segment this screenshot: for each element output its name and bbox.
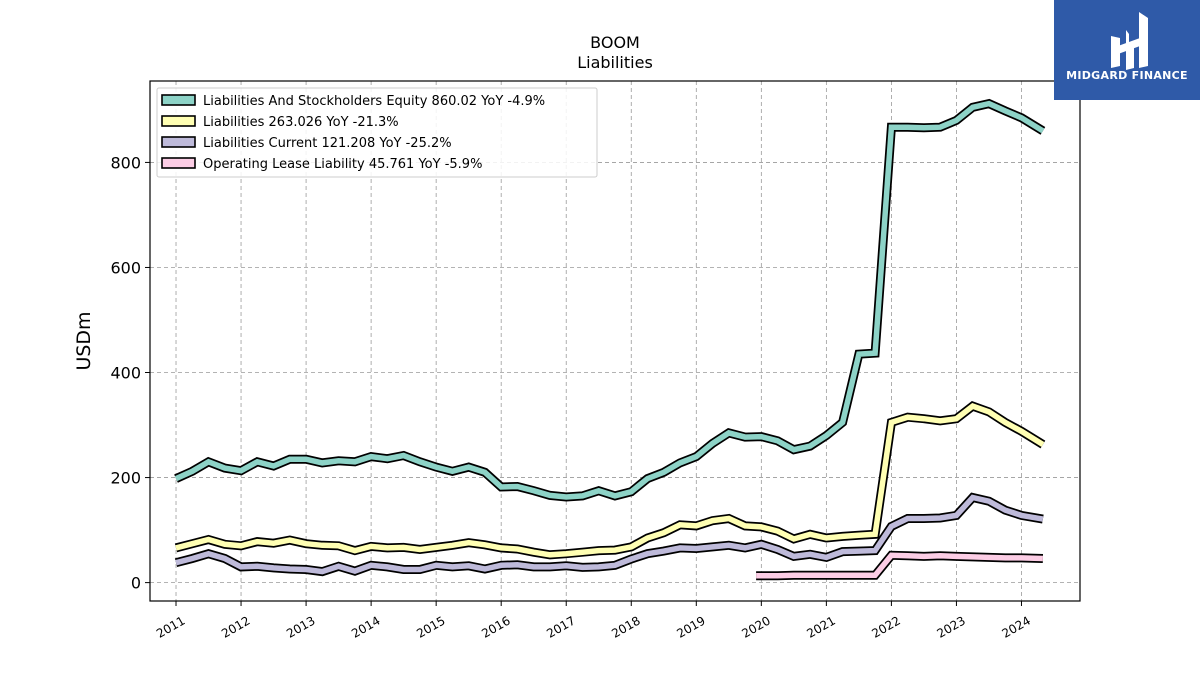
series-line-liabilities (175, 403, 1045, 558)
y-tick-label: 600 (110, 258, 141, 277)
x-tick-label: 2016 (479, 613, 512, 640)
legend-entry-label: Operating Lease Liability 45.761 YoY -5.… (203, 157, 482, 172)
series-line-liabilities-and-stockholders-equity (174, 100, 1045, 500)
x-tick-label: 2017 (544, 613, 577, 640)
legend-entry-label: Liabilities And Stockholders Equity 860.… (203, 94, 545, 109)
legend-entry-label: Liabilities 263.026 YoY -21.3% (203, 115, 399, 130)
x-tick-label: 2020 (739, 613, 772, 640)
legend-swatch (161, 115, 196, 127)
x-tick-label: 2014 (349, 613, 382, 640)
logo-text: MIDGARD FINANCE (1066, 69, 1188, 82)
y-tick-label: 800 (110, 153, 141, 172)
x-tick-label: 2023 (934, 613, 967, 640)
y-tick-label: 0 (131, 574, 141, 593)
x-tick-label: 2024 (1000, 613, 1033, 640)
y-tick-label: 400 (110, 364, 141, 383)
legend: Liabilities And Stockholders Equity 860.… (156, 87, 598, 178)
series-lines (174, 98, 1046, 581)
legend-entry-label: Liabilities Current 121.208 YoY -25.2% (203, 136, 452, 151)
x-tick-label: 2011 (154, 613, 187, 640)
legend-swatch (161, 94, 196, 106)
y-tick-label: 200 (110, 469, 141, 488)
legend-swatch (161, 136, 196, 148)
x-tick-label: 2021 (804, 613, 837, 640)
series-line-operating-lease-liability (756, 552, 1043, 579)
x-tick-label: 2022 (869, 613, 902, 640)
x-tick-label: 2012 (219, 613, 252, 640)
legend-box (156, 87, 598, 178)
x-tick-label: 2019 (674, 613, 707, 640)
chart-subtitle: Liabilities (577, 53, 653, 72)
legend-swatch (161, 157, 196, 169)
x-tick-label: 2018 (609, 613, 642, 640)
x-tick-label: 2013 (284, 613, 317, 640)
plot-frame (149, 80, 1081, 602)
series-line-liabilities-current (175, 494, 1044, 575)
midgard-finance-logo: MIDGARD FINANCE (1054, 0, 1200, 100)
midgard-logo-mark-icon (1111, 12, 1148, 70)
x-tick-label: 2015 (414, 613, 447, 640)
chart-title: BOOM (590, 33, 640, 52)
y-axis-label: USDm (73, 311, 95, 370)
